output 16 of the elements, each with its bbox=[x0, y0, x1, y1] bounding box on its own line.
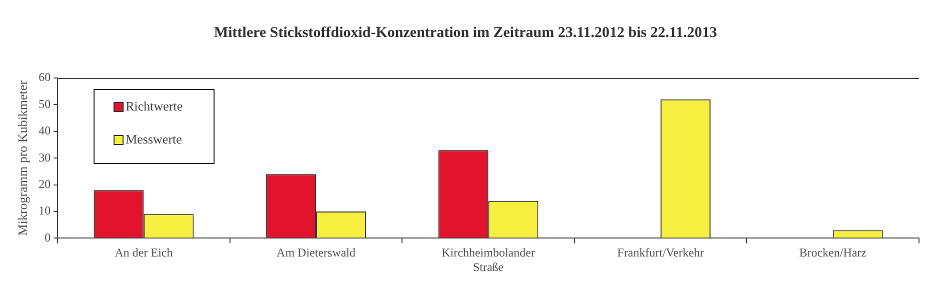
x-tick-label: Brocken/Harz bbox=[799, 246, 867, 260]
y-tick-label: 60 bbox=[38, 70, 51, 84]
y-tick-label: 30 bbox=[38, 150, 51, 164]
x-tick-label: Frankfurt/Verkehr bbox=[617, 246, 704, 260]
x-tick-label: An der Eich bbox=[114, 246, 173, 260]
y-tick-label: 20 bbox=[38, 176, 51, 191]
chart-title: Mittlere Stickstoffdioxid-Konzentration im Zeitraum 23.11.2012 bis 22.11.2013 bbox=[214, 24, 718, 41]
legend-label: Richtwerte bbox=[126, 98, 183, 114]
x-tick-label: Am Dieterswald bbox=[276, 246, 356, 260]
y-tick-label: 10 bbox=[38, 204, 51, 218]
legend-label: Messwerte bbox=[126, 131, 182, 146]
y-tick-label: 50 bbox=[38, 96, 51, 111]
y-axis-title: Mikrogramm pro Kubikmeter bbox=[15, 80, 30, 236]
x-tick-label: Kirchheimbolander Straße bbox=[442, 246, 535, 274]
y-tick-label: 40 bbox=[38, 124, 51, 138]
y-tick-label: 0 bbox=[44, 230, 51, 244]
